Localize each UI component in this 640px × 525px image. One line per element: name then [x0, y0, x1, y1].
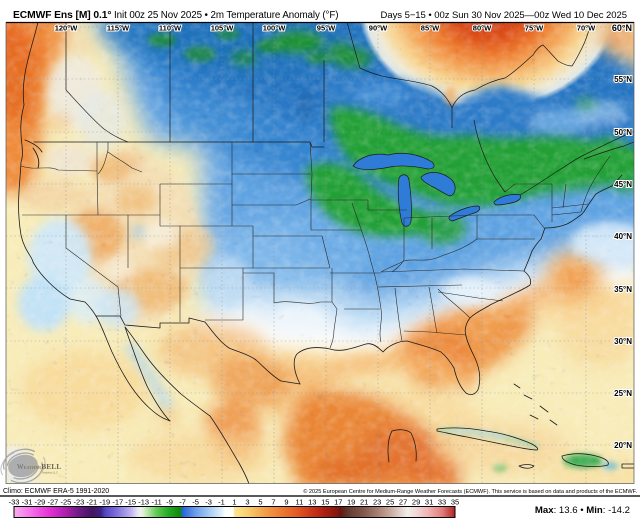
svg-text:30°N: 30°N: [614, 337, 632, 346]
svg-text:35°N: 35°N: [614, 285, 632, 294]
svg-text:75°W: 75°W: [525, 24, 544, 33]
svg-text:11: 11: [296, 498, 304, 507]
svg-text:20°N: 20°N: [614, 441, 632, 450]
svg-text:50°N: 50°N: [614, 128, 632, 137]
svg-text:5: 5: [258, 498, 262, 507]
svg-text:115°W: 115°W: [107, 24, 130, 33]
svg-text:-29: -29: [34, 498, 45, 507]
svg-text:-31: -31: [22, 498, 33, 507]
svg-text:7: 7: [271, 498, 275, 507]
svg-text:21: 21: [360, 498, 368, 507]
svg-text:35: 35: [451, 498, 459, 507]
svg-text:13: 13: [308, 498, 316, 507]
svg-text:19: 19: [347, 498, 355, 507]
svg-text:105°W: 105°W: [211, 24, 235, 33]
svg-text:80°W: 80°W: [473, 24, 492, 33]
svg-text:-27: -27: [47, 498, 58, 507]
svg-text:31: 31: [425, 498, 433, 507]
svg-text:-21: -21: [86, 498, 97, 507]
svg-text:1: 1: [232, 498, 236, 507]
svg-text:55°N: 55°N: [614, 75, 632, 84]
svg-text:25°N: 25°N: [614, 389, 632, 398]
svg-text:-25: -25: [60, 498, 71, 507]
svg-text:9: 9: [284, 498, 288, 507]
svg-text:120°W: 120°W: [55, 24, 79, 33]
svg-text:25: 25: [386, 498, 394, 507]
svg-text:90°W: 90°W: [369, 24, 388, 33]
svg-text:15: 15: [321, 498, 329, 507]
svg-text:33: 33: [438, 498, 446, 507]
svg-text:-17: -17: [112, 498, 123, 507]
svg-text:95°W: 95°W: [317, 24, 336, 33]
svg-text:Analytics LLC: Analytics LLC: [42, 471, 58, 475]
svg-text:-3: -3: [205, 498, 212, 507]
svg-text:45°N: 45°N: [614, 180, 632, 189]
svg-text:Max: 13.6 • Min: -14.2: Max: 13.6 • Min: -14.2: [535, 505, 630, 516]
svg-text:© 2025 European Centre for Med: © 2025 European Centre for Medium-Range …: [303, 488, 637, 495]
svg-text:29: 29: [412, 498, 420, 507]
svg-text:40°N: 40°N: [614, 232, 632, 241]
svg-text:17: 17: [334, 498, 342, 507]
svg-text:85°W: 85°W: [421, 24, 440, 33]
svg-text:-9: -9: [166, 498, 173, 507]
svg-text:-19: -19: [99, 498, 110, 507]
svg-text:-11: -11: [152, 498, 162, 507]
svg-text:-5: -5: [192, 498, 199, 507]
svg-text:-13: -13: [138, 498, 149, 507]
svg-text:60°N: 60°N: [612, 23, 632, 33]
svg-text:-7: -7: [179, 498, 186, 507]
svg-text:Days 5−15 • 00z Sun 30 Nov 202: Days 5−15 • 00z Sun 30 Nov 2025—00z Wed …: [381, 10, 627, 21]
svg-text:110°W: 110°W: [159, 24, 182, 33]
svg-text:27: 27: [399, 498, 407, 507]
svg-text:70°W: 70°W: [577, 24, 596, 33]
svg-text:100°W: 100°W: [263, 24, 287, 33]
svg-text:23: 23: [373, 498, 381, 507]
svg-text:-23: -23: [73, 498, 84, 507]
svg-text:-15: -15: [125, 498, 136, 507]
svg-text:3: 3: [245, 498, 249, 507]
svg-text:-1: -1: [218, 498, 225, 507]
svg-text:Climo: ECMWF ERA-5 1991-2020: Climo: ECMWF ERA-5 1991-2020: [3, 488, 109, 495]
svg-text:-33: -33: [9, 498, 20, 507]
svg-text:WEATHERBELL: WEATHERBELL: [17, 462, 61, 471]
svg-text:ECMWF Ens [M] 0.1° Init 00z 25: ECMWF Ens [M] 0.1° Init 00z 25 Nov 2025 …: [13, 10, 338, 21]
